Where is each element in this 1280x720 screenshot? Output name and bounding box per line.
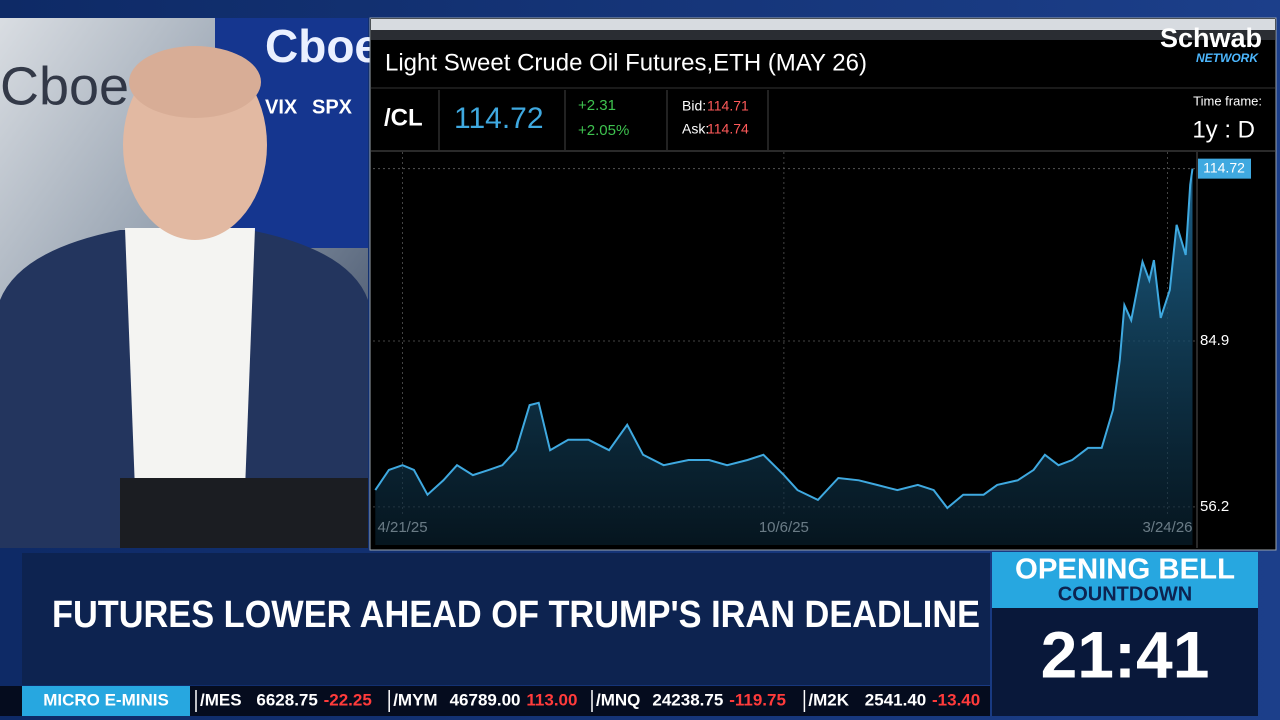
ask: 114.74 <box>707 121 749 137</box>
ticker-change: 113.00 <box>526 690 577 709</box>
timeframe: 1y : D <box>1192 116 1255 143</box>
quote-change: +2.31 <box>578 97 616 114</box>
backdrop-brand: Cboe <box>265 20 380 72</box>
last-price-tag <box>1198 158 1251 179</box>
chart-window: Light Sweet Crude Oil Futures,ETH (MAY 2… <box>369 17 1277 551</box>
ticker-symbol: /M2K <box>808 690 849 709</box>
quote-change-pct: +2.05% <box>578 122 629 139</box>
countdown-body <box>992 608 1258 716</box>
ticker-change: -22.25 <box>324 690 372 709</box>
y-tick-label: 56.2 <box>1200 498 1229 515</box>
backdrop-index: VIX <box>265 96 298 118</box>
bid: 114.71 <box>707 98 749 114</box>
laptop <box>120 478 368 548</box>
headline: FUTURES LOWER AHEAD OF TRUMP'S IRAN DEAD… <box>52 594 980 636</box>
countdown: OPENING BELL COUNTDOWN 21:41 <box>992 552 1258 716</box>
countdown-title: OPENING BELL <box>1015 554 1235 586</box>
ticker-symbol: /MES <box>200 690 242 709</box>
timeframe-label: Time frame: <box>1193 93 1262 108</box>
window-titlebar <box>371 19 1275 30</box>
ticker-price: 24238.75 <box>652 690 723 709</box>
countdown-subtitle: COUNTDOWN <box>1058 583 1192 605</box>
logo: Schwab NETWORK <box>1160 23 1262 65</box>
last-price-label: 114.72 <box>1203 159 1245 175</box>
logo-name: Schwab <box>1160 23 1262 53</box>
ticker-price: 6628.75 <box>256 690 317 709</box>
ticker-price: 46789.00 <box>450 690 521 709</box>
ticker-label-box <box>22 686 190 716</box>
ticker-change: -119.75 <box>729 690 786 709</box>
logo-sub: NETWORK <box>1196 51 1259 65</box>
shirt <box>125 228 255 490</box>
studio-video: Cboe Cboe VIX SPX <box>0 18 380 548</box>
ticker-label: MICRO E-MINIS <box>43 690 169 709</box>
ticker-change: -13.40 <box>932 690 980 709</box>
bid-label: Bid: <box>682 98 706 114</box>
backdrop-index: SPX <box>312 96 353 118</box>
ask-label: Ask: <box>682 121 709 137</box>
countdown-header <box>992 552 1258 608</box>
quote-symbol: /CL <box>384 104 423 131</box>
headline-bar <box>22 553 990 685</box>
ticker-symbol: /MNQ <box>596 690 640 709</box>
head-top <box>129 46 261 118</box>
area <box>375 168 1193 545</box>
window-toolbar <box>371 30 1275 40</box>
quote-last: 114.72 <box>454 102 544 135</box>
ticker-price: 2541.40 <box>865 690 926 709</box>
chart-title: Light Sweet Crude Oil Futures,ETH (MAY 2… <box>385 49 867 76</box>
backdrop-brand-left: Cboe <box>0 56 129 116</box>
ticker-symbol: /MYM <box>393 690 437 709</box>
countdown-time: 21:41 <box>1041 617 1210 691</box>
ticker: MICRO E-MINIS /MES 6628.75 -22.25/MYM 46789… <box>0 686 990 716</box>
price-line <box>374 168 1194 510</box>
y-tick-label: 84.9 <box>1200 332 1229 349</box>
